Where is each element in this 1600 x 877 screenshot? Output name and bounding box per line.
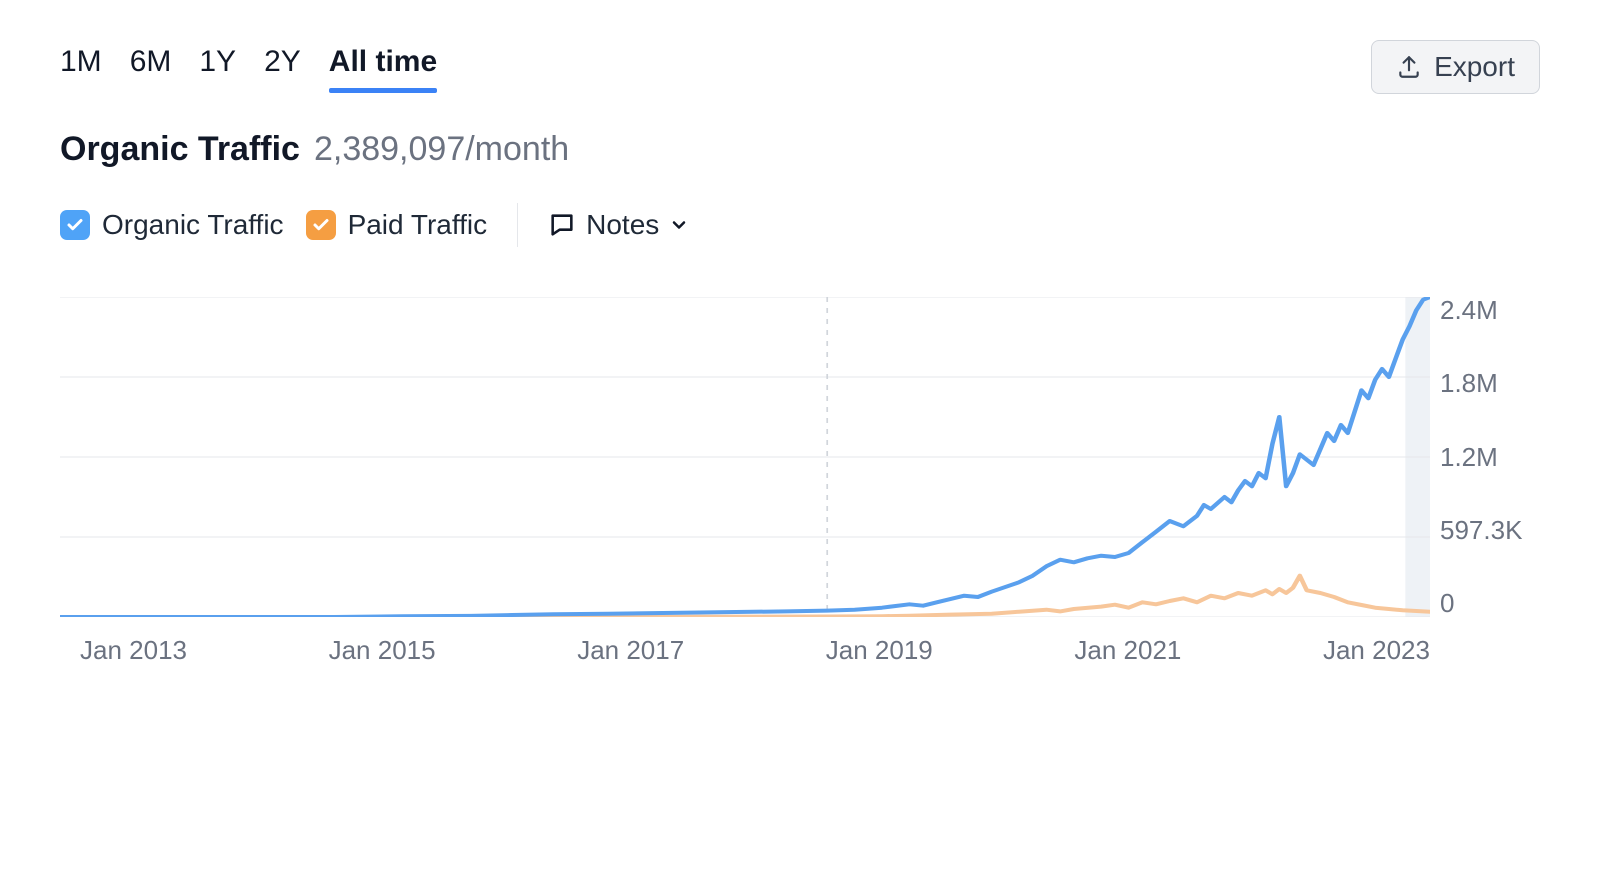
x-axis-label: Jan 2017 [577, 635, 684, 666]
title-row: Organic Traffic 2,389,097/month [60, 130, 1540, 169]
toolbar: 1M 6M 1Y 2Y All time Export [60, 40, 1540, 94]
page-title: Organic Traffic [60, 130, 300, 169]
export-button[interactable]: Export [1371, 40, 1540, 94]
export-icon [1396, 54, 1422, 80]
traffic-line-chart [60, 297, 1430, 617]
notes-icon [548, 211, 576, 239]
tab-all-time[interactable]: All time [329, 45, 437, 89]
tab-1y[interactable]: 1Y [199, 45, 236, 89]
y-axis-label: 0 [1440, 588, 1540, 619]
checkbox-organic[interactable] [60, 210, 90, 240]
notes-dropdown[interactable]: Notes [548, 209, 689, 241]
checkbox-paid[interactable] [306, 210, 336, 240]
x-axis-labels: Jan 2013 Jan 2015 Jan 2017 Jan 2019 Jan 2021… [60, 635, 1540, 666]
tab-2y[interactable]: 2Y [264, 45, 301, 89]
legend-paid-traffic[interactable]: Paid Traffic [306, 209, 488, 241]
traffic-value: 2,389,097/month [314, 130, 569, 169]
tab-6m[interactable]: 6M [130, 45, 172, 89]
notes-label: Notes [586, 209, 659, 241]
y-axis-labels: 2.4M 1.8M 1.2M 597.3K 0 [1440, 295, 1540, 619]
legend-divider [517, 203, 518, 247]
export-label: Export [1434, 51, 1515, 83]
legend-organic-traffic[interactable]: Organic Traffic [60, 209, 284, 241]
time-range-tabs: 1M 6M 1Y 2Y All time [60, 45, 437, 89]
legend-row: Organic Traffic Paid Traffic Notes [60, 203, 1540, 247]
y-axis-label: 1.8M [1440, 368, 1540, 399]
legend-paid-label: Paid Traffic [348, 209, 488, 241]
chart-container: 2.4M 1.8M 1.2M 597.3K 0 [60, 297, 1540, 617]
x-axis-label: Jan 2023 [1323, 635, 1430, 666]
legend-organic-label: Organic Traffic [102, 209, 284, 241]
y-axis-label: 1.2M [1440, 442, 1540, 473]
x-axis-label: Jan 2013 [80, 635, 187, 666]
tab-1m[interactable]: 1M [60, 45, 102, 89]
y-axis-label: 2.4M [1440, 295, 1540, 326]
x-axis-label: Jan 2021 [1074, 635, 1181, 666]
y-axis-label: 597.3K [1440, 515, 1540, 546]
chevron-down-icon [669, 215, 689, 235]
x-axis-label: Jan 2015 [329, 635, 436, 666]
x-axis-label: Jan 2019 [826, 635, 933, 666]
